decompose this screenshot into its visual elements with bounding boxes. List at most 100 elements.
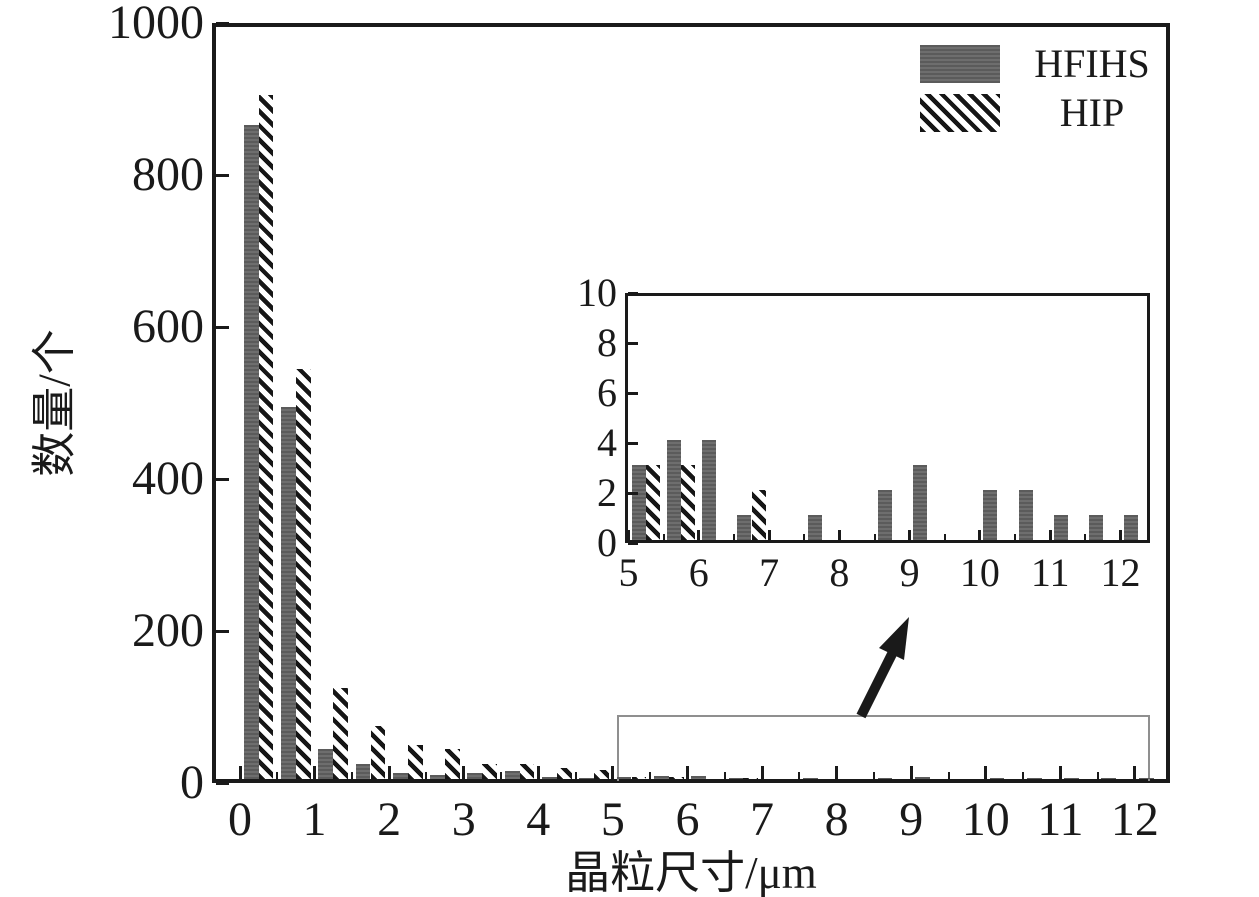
legend-item-hfihs: HFIHS	[920, 44, 1170, 84]
bar-hfihs-1.5	[355, 763, 371, 779]
y-tick-label: 8	[597, 320, 617, 365]
bar-hfihs-10	[989, 777, 1005, 779]
x-minor-tick	[1022, 772, 1025, 779]
bar-hip-5.5	[668, 776, 684, 779]
bar-hfihs-1	[318, 748, 334, 779]
bar-hfihs-5.5	[667, 440, 682, 540]
x-tick-label: 5	[600, 793, 625, 846]
bar-hfihs-8.5	[877, 777, 893, 779]
x-major-tick	[462, 766, 466, 779]
bar-hfihs-9	[913, 465, 928, 540]
bar-hfihs-10.5	[1026, 777, 1042, 779]
bar-hip-1.5	[370, 725, 386, 779]
bar-hip-3.5	[519, 763, 535, 779]
x-major-tick	[627, 530, 630, 540]
y-tick-label: 0	[180, 756, 204, 809]
bar-hip-3	[482, 763, 498, 779]
legend-swatch-hip-hatch	[920, 94, 1000, 132]
bar-hfihs-2	[392, 772, 408, 779]
bar-hip-5	[646, 465, 661, 540]
y-major-tick	[628, 491, 638, 495]
bar-hfihs-12	[1138, 778, 1154, 779]
y-major-tick	[216, 477, 229, 481]
y-tick-label: 200	[132, 604, 204, 657]
x-major-tick	[1133, 766, 1137, 779]
y-tick-label: 2	[597, 470, 617, 515]
bar-hip-5	[631, 776, 647, 779]
x-minor-tick	[276, 772, 279, 779]
bar-hip-0.5	[295, 368, 311, 779]
x-major-tick	[908, 530, 912, 540]
x-major-tick	[835, 766, 839, 779]
bar-hfihs-11.5	[1088, 515, 1103, 540]
y-tick-label: 0	[597, 520, 617, 565]
bar-hip-4.5	[594, 769, 610, 779]
zoom-region-rectangle	[616, 714, 1150, 781]
x-minor-tick	[803, 534, 806, 540]
y-tick-label: 4	[597, 420, 617, 465]
x-minor-tick	[798, 772, 801, 779]
x-major-tick	[984, 766, 988, 779]
bar-hfihs-5.5	[653, 776, 669, 779]
x-major-tick	[909, 766, 913, 779]
x-major-tick	[767, 530, 771, 540]
legend-label-hip: HIP	[1059, 90, 1125, 135]
x-major-tick	[1119, 530, 1122, 540]
y-tick-label: 1000	[108, 0, 204, 49]
bar-hfihs-3	[467, 772, 483, 779]
legend-swatch-hfihs-solid	[920, 45, 1000, 83]
y-major-tick	[216, 629, 229, 633]
bar-hfihs-12	[1124, 515, 1139, 540]
x-major-tick	[978, 530, 982, 540]
bar-hfihs-4	[542, 776, 557, 779]
x-minor-tick	[873, 534, 876, 540]
x-tick-label: 3	[451, 793, 476, 846]
x-major-tick	[387, 766, 391, 779]
legend-item-hip: HIP	[920, 93, 1170, 133]
y-major-tick	[216, 21, 229, 25]
bar-hfihs-10.5	[1018, 490, 1033, 540]
x-tick-label: 2	[377, 793, 402, 846]
bar-hfihs-5	[616, 776, 632, 779]
x-major-tick	[536, 766, 540, 779]
x-tick-label: 7	[750, 793, 774, 846]
bar-hip-2.5	[445, 748, 460, 779]
bar-hfihs-11.5	[1101, 778, 1117, 779]
y-major-tick	[216, 173, 229, 177]
legend-label-hfihs: HFIHS	[1034, 41, 1150, 86]
x-tick-label: 6	[675, 793, 700, 846]
x-tick-label: 12	[1110, 793, 1159, 846]
x-tick-label: 4	[526, 793, 551, 846]
bar-hfihs-0.5	[281, 406, 296, 779]
x-major-tick	[760, 766, 764, 779]
y-tick-label: 10	[577, 270, 617, 315]
y-major-tick	[628, 341, 638, 345]
bar-hfihs-3.5	[504, 771, 520, 779]
y-major-tick	[628, 541, 638, 545]
x-tick-label: 12	[1100, 550, 1141, 595]
bar-hfihs-7.5	[807, 515, 822, 540]
bar-hip-0	[258, 95, 274, 779]
x-major-tick	[1058, 766, 1062, 779]
main-plot-box	[212, 23, 1170, 783]
x-minor-tick	[425, 772, 428, 779]
x-tick-label: 8	[829, 550, 850, 595]
bar-hip-6.5	[743, 777, 759, 779]
bar-hip-4	[556, 767, 572, 779]
bar-hfihs-6.5	[737, 515, 752, 540]
x-minor-tick	[1014, 534, 1017, 540]
y-major-tick	[628, 291, 638, 295]
x-tick-label: 6	[688, 550, 709, 595]
bar-hfihs-7.5	[803, 778, 818, 779]
x-minor-tick	[947, 772, 950, 779]
bar-hfihs-9	[914, 776, 930, 779]
bar-hip-1	[333, 687, 349, 779]
x-major-tick	[238, 766, 242, 779]
x-minor-tick	[649, 772, 652, 779]
bar-hfihs-8.5	[878, 490, 893, 540]
x-tick-label: 9	[899, 793, 924, 846]
y-tick-label: 400	[132, 452, 204, 505]
x-tick-label: 5	[618, 550, 639, 595]
bar-hip-6.5	[751, 490, 766, 540]
x-minor-tick	[350, 772, 353, 779]
